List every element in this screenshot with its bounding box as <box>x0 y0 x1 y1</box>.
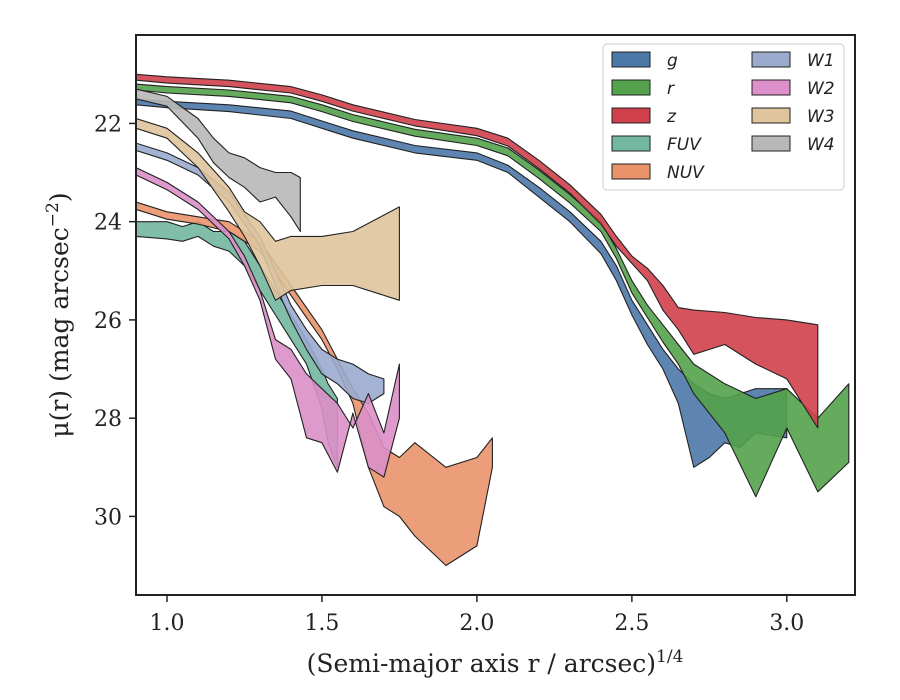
series-band-z <box>136 73 819 429</box>
legend-swatch-r <box>611 79 651 96</box>
legend-label-w4: W4 <box>807 135 835 155</box>
x-tick-label: 2.5 <box>614 611 649 636</box>
legend-label-z: z <box>666 107 677 127</box>
x-tick-label: 2.0 <box>459 611 494 636</box>
legend-swatch-w2 <box>751 79 791 96</box>
x-axis-ticks: 1.0 1.5 2.0 2.5 3.0 <box>149 595 804 636</box>
legend-swatch-fuv <box>611 135 651 152</box>
legend-label-w3: W3 <box>807 107 835 127</box>
legend-swatch-w4 <box>751 135 791 152</box>
legend-swatch-z <box>611 107 651 124</box>
legend-label-fuv: FUV <box>667 135 702 155</box>
legend: grz FUV NUV W1 W2 W3 W4 <box>602 43 845 191</box>
y-axis-label: μ(r) (mag arcsec−2) <box>43 192 74 437</box>
x-axis-label-text: (Semi-major axis r / arcsec) <box>307 649 656 678</box>
y-tick-label: 30 <box>94 505 122 530</box>
y-axis-ticks: 22 24 26 28 30 <box>94 112 136 530</box>
legend-label-w2: W2 <box>807 79 835 99</box>
series-bands <box>136 73 850 567</box>
x-tick-label: 1.5 <box>304 611 339 636</box>
legend-swatch-w1 <box>751 51 791 68</box>
x-axis-label-exponent: 1/4 <box>656 647 683 667</box>
y-tick-label: 28 <box>94 407 122 432</box>
y-axis-label-close: ) <box>45 192 74 202</box>
legend-label-g: g <box>667 51 678 71</box>
legend-label-nuv: NUV <box>667 163 705 183</box>
series-band-w3 <box>136 117 400 301</box>
legend-label-r: r <box>667 79 675 99</box>
y-tick-label: 22 <box>94 112 122 137</box>
x-axis-label: (Semi-major axis r / arcsec)1/4 <box>307 647 684 678</box>
legend-swatch-nuv <box>611 163 651 180</box>
y-tick-label: 26 <box>94 309 122 334</box>
x-tick-label: 1.0 <box>149 611 184 636</box>
y-axis-label-text: μ(r) (mag arcsec <box>45 227 74 437</box>
series-band-r <box>136 83 850 498</box>
legend-swatch-w3 <box>751 107 791 124</box>
series-band-w4 <box>136 88 301 233</box>
x-tick-label: 3.0 <box>769 611 804 636</box>
y-axis-label-exponent: −2 <box>43 202 63 227</box>
legend-swatch-g <box>611 51 651 68</box>
plot-frame <box>135 34 856 596</box>
legend-label-w1: W1 <box>807 51 835 71</box>
y-tick-label: 24 <box>94 211 122 236</box>
series-band-g <box>136 98 788 468</box>
series-band-w2 <box>136 167 400 478</box>
